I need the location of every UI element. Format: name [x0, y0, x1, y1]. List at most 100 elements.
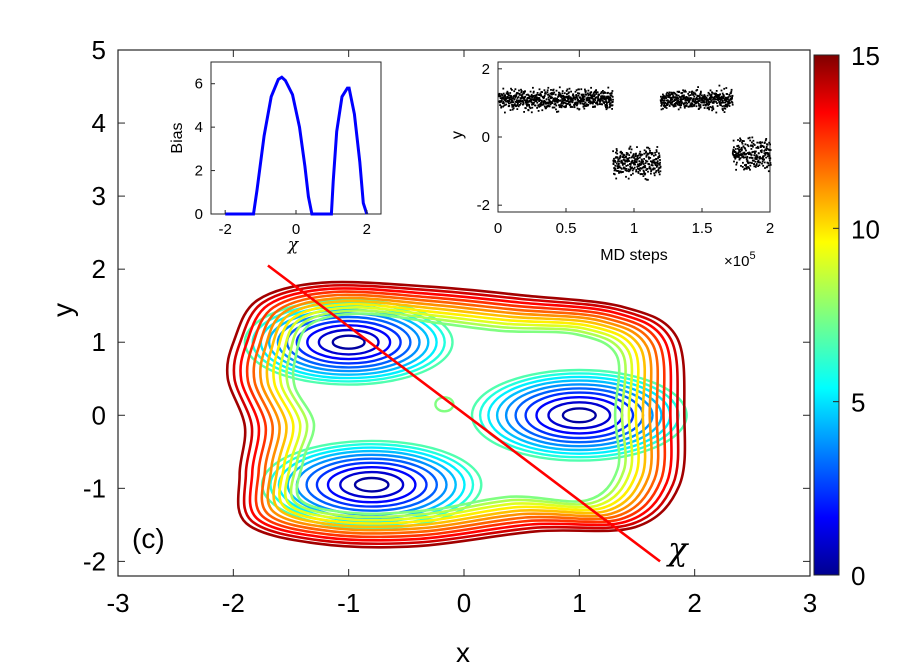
trajectory-point — [581, 93, 584, 96]
trajectory-point — [576, 107, 579, 110]
trajectory-point — [575, 95, 578, 98]
trajectory-point — [516, 108, 519, 110]
trajectory-point — [698, 107, 700, 110]
contour-level-4-well-1 — [305, 457, 439, 512]
trajectory-point — [561, 97, 564, 100]
trajectory-point — [660, 100, 662, 102]
trajectory-point — [637, 172, 640, 174]
trajectory-point — [625, 168, 628, 170]
trajectory-point — [744, 164, 747, 167]
trajectory-point — [656, 164, 659, 167]
y-tick-label: 4 — [92, 108, 106, 138]
trajectory-point — [590, 86, 592, 89]
trajectory-point — [688, 105, 691, 108]
trajectory-point — [666, 103, 669, 105]
trajectory-point — [655, 164, 657, 166]
trajectory-point — [699, 106, 702, 108]
trajectory-point — [759, 161, 762, 164]
trajectory-point — [596, 91, 599, 94]
trajectory-point — [675, 98, 678, 101]
trajectory-point — [500, 106, 503, 109]
trajectory-point — [648, 147, 651, 150]
trajectory-point — [768, 141, 771, 144]
trajectory-point — [694, 99, 697, 102]
trajectory-point — [632, 153, 635, 155]
trajectory-point — [725, 98, 728, 101]
trajectory-point — [561, 104, 563, 107]
trajectory-point — [732, 139, 735, 142]
trajectory-point — [592, 92, 595, 94]
trajectory-point — [513, 98, 516, 101]
trajectory-point — [599, 99, 602, 102]
trajectory-point — [653, 174, 656, 177]
trajectory-point — [761, 158, 764, 161]
trajectory-point — [763, 161, 766, 164]
trajectory-point — [657, 157, 659, 160]
trajectory-point — [583, 95, 586, 98]
trajectory-point — [695, 97, 698, 99]
trajectory-point — [640, 167, 643, 170]
trajectory-point — [605, 99, 607, 101]
trajectory-point — [521, 99, 524, 102]
trajectory-point — [687, 92, 690, 95]
trajectory-point — [721, 97, 723, 99]
trajectory-point — [649, 160, 652, 163]
trajectory-point — [724, 103, 727, 106]
trajectory-point — [537, 98, 539, 101]
trajectory-point — [766, 165, 769, 168]
trajectory-point — [609, 92, 611, 95]
trajectory-point — [692, 93, 695, 96]
trajectory-point — [613, 173, 616, 176]
trajectory-point — [680, 100, 683, 102]
trajectory-point — [691, 100, 694, 103]
trajectory-point — [639, 167, 642, 169]
trajectory-point — [750, 154, 753, 156]
trajectory-point — [524, 90, 526, 93]
trajectory-point — [675, 97, 677, 99]
trajectory-point — [526, 104, 528, 107]
trajectory-point — [665, 99, 668, 102]
trajectory-point — [553, 106, 556, 109]
trajectory-point — [684, 99, 687, 102]
trajectory-point — [677, 97, 680, 99]
trajectory-point — [719, 93, 721, 96]
trajectory-point — [535, 99, 538, 102]
trajectory-point — [531, 102, 534, 104]
contour-level-9-well-2 — [470, 368, 688, 462]
trajectory-point — [647, 146, 650, 149]
trajectory-point — [542, 97, 545, 100]
trajectory-point — [715, 111, 718, 114]
trajectory-point — [612, 161, 615, 163]
trajectory-point — [514, 88, 517, 91]
trajectory-point — [668, 105, 671, 107]
trajectory-point — [502, 100, 505, 103]
trajectory-point — [670, 93, 673, 96]
trajectory-point — [590, 91, 593, 93]
trajectory-point — [595, 89, 597, 91]
trajectory-point — [596, 103, 599, 106]
trajectory-point — [527, 101, 530, 103]
trajectory-point — [664, 106, 666, 109]
trajectory-point — [509, 92, 512, 94]
trajectory-point — [720, 89, 723, 92]
contour-lines — [225, 280, 688, 549]
trajectory-point — [570, 90, 572, 93]
trajectory-point — [751, 141, 753, 144]
trajectory-point — [752, 139, 755, 142]
y-tick-label: -2 — [83, 546, 106, 576]
trajectory-point — [738, 146, 741, 149]
trajectory-point — [597, 96, 600, 98]
trajectory-point — [649, 167, 652, 170]
trajectory-point — [718, 95, 720, 98]
trajectory-point — [600, 95, 603, 98]
trajectory-point — [555, 89, 558, 92]
trajectory-point — [513, 90, 516, 93]
cv-line — [267, 264, 661, 563]
trajectory-point — [644, 164, 646, 167]
trajectory-point — [769, 143, 771, 146]
trajectory-point — [757, 165, 759, 167]
trajectory-point — [499, 95, 502, 97]
trajectory-point — [715, 98, 718, 101]
trajectory-point — [683, 106, 686, 109]
trajectory-point — [755, 154, 758, 156]
